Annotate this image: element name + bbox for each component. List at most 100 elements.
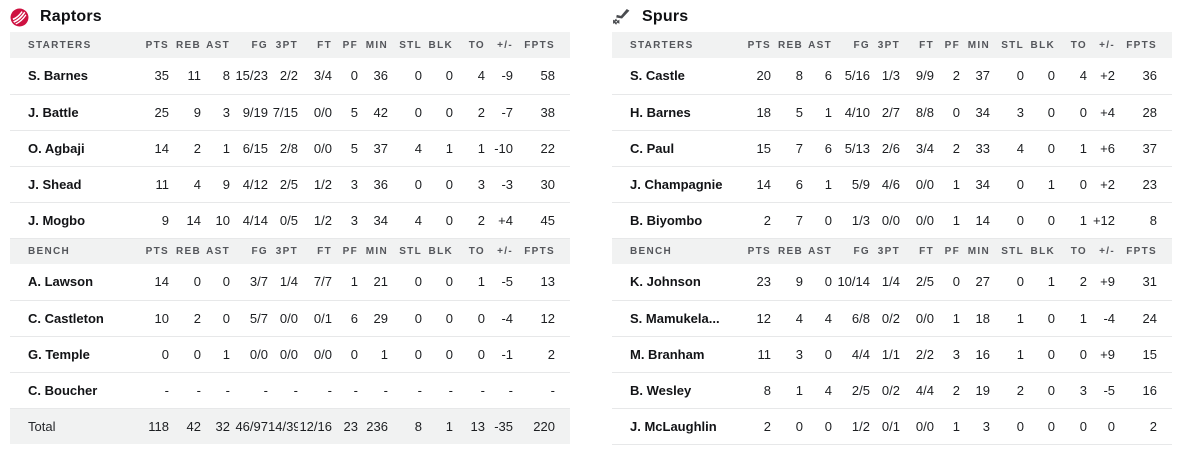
stat-value: 6 bbox=[332, 300, 358, 337]
team-name-raptors[interactable]: Raptors bbox=[40, 8, 102, 25]
column-header-stat: FG bbox=[230, 32, 268, 58]
player-name-link[interactable]: H. Barnes bbox=[612, 94, 737, 131]
stat-value: 9/19 bbox=[230, 94, 268, 131]
stat-value: 0 bbox=[453, 336, 485, 373]
column-header-stat: 3PT bbox=[870, 32, 900, 58]
player-name-link[interactable]: J. Mogbo bbox=[10, 202, 135, 239]
stat-value: -5 bbox=[1087, 372, 1115, 409]
stat-value: 0/0 bbox=[298, 94, 332, 131]
player-name-link[interactable]: J. Battle bbox=[10, 94, 135, 131]
column-header-stat: PF bbox=[332, 32, 358, 58]
player-name-link[interactable]: C. Boucher bbox=[10, 372, 135, 409]
stat-value: 0 bbox=[169, 264, 201, 301]
stat-value: 7 bbox=[771, 202, 803, 239]
stat-value: 0 bbox=[1055, 408, 1087, 445]
stat-value: 10/14 bbox=[832, 264, 870, 301]
stat-value: 4/4 bbox=[900, 372, 934, 409]
stat-value: 8/8 bbox=[900, 94, 934, 131]
stat-value: 2 bbox=[513, 336, 570, 373]
team-name-spurs[interactable]: Spurs bbox=[642, 8, 689, 25]
stat-value: 1/3 bbox=[870, 58, 900, 95]
stat-value: 0 bbox=[422, 300, 453, 337]
column-header-stat: PTS bbox=[737, 32, 771, 58]
stat-value: 7/15 bbox=[268, 94, 298, 131]
column-header-stat: TO bbox=[1055, 238, 1087, 264]
stat-value: 2/8 bbox=[268, 130, 298, 167]
stat-value: 9 bbox=[135, 202, 169, 239]
stat-value: 3 bbox=[771, 336, 803, 373]
stat-value: 0 bbox=[1024, 408, 1055, 445]
player-name-link[interactable]: K. Johnson bbox=[612, 264, 737, 301]
player-name-link[interactable]: M. Branham bbox=[612, 336, 737, 373]
stat-value: 2 bbox=[453, 94, 485, 131]
stat-value: 0 bbox=[388, 300, 422, 337]
stat-value: 0 bbox=[422, 166, 453, 203]
column-header-stat: AST bbox=[201, 32, 230, 58]
player-name-link[interactable]: J. McLaughlin bbox=[612, 408, 737, 445]
player-name-link[interactable]: S. Mamukela... bbox=[612, 300, 737, 337]
stat-value: - bbox=[169, 372, 201, 409]
column-header-stat: TO bbox=[453, 32, 485, 58]
column-header-stat: TO bbox=[453, 238, 485, 264]
stat-value: 0 bbox=[422, 336, 453, 373]
stat-value: 2/5 bbox=[832, 372, 870, 409]
player-name-link[interactable]: B. Wesley bbox=[612, 372, 737, 409]
column-header-row: STARTERS PTS REB AST FG 3PT FT PF MIN STL BLK TO +/-… bbox=[10, 32, 570, 58]
table-row: J. Shead 11 4 9 4/12 2/5 1/2 3 36 0 0 3 -3 30 bbox=[10, 166, 570, 203]
stat-value: 1 bbox=[453, 130, 485, 167]
stat-value: 22 bbox=[513, 130, 570, 167]
stat-value: 0 bbox=[1024, 94, 1055, 131]
stat-value: 3 bbox=[201, 94, 230, 131]
player-name-link[interactable]: S. Barnes bbox=[10, 58, 135, 95]
stat-value: 2/7 bbox=[870, 94, 900, 131]
stat-value: 1 bbox=[934, 300, 960, 337]
stat-value: 42 bbox=[358, 94, 388, 131]
player-name-link[interactable]: B. Biyombo bbox=[612, 202, 737, 239]
player-name-link[interactable]: A. Lawson bbox=[10, 264, 135, 301]
player-name-link[interactable]: G. Temple bbox=[10, 336, 135, 373]
stat-value: - bbox=[513, 372, 570, 409]
player-name-link[interactable]: S. Castle bbox=[612, 58, 737, 95]
player-name-link[interactable]: O. Agbaji bbox=[10, 130, 135, 167]
column-header-stat: BLK bbox=[1024, 238, 1055, 264]
stat-value: 0 bbox=[1024, 202, 1055, 239]
stat-value: 1 bbox=[332, 264, 358, 301]
stat-value: 0 bbox=[934, 264, 960, 301]
stat-value: 1 bbox=[422, 408, 453, 444]
player-name-link[interactable]: J. Champagnie bbox=[612, 166, 737, 203]
stat-value: 2/6 bbox=[870, 130, 900, 167]
stat-value: 10 bbox=[201, 202, 230, 239]
stat-value: 0 bbox=[422, 202, 453, 239]
stat-value: 5/9 bbox=[832, 166, 870, 203]
stat-value: 0/0 bbox=[900, 408, 934, 445]
player-name-link[interactable]: C. Paul bbox=[612, 130, 737, 167]
stat-value: 0 bbox=[1055, 94, 1087, 131]
stat-value: +4 bbox=[485, 202, 513, 239]
stat-value: 6 bbox=[803, 58, 832, 95]
stat-value: 1 bbox=[453, 264, 485, 301]
stat-value: 5 bbox=[332, 130, 358, 167]
column-header-stat: 3PT bbox=[268, 238, 298, 264]
stat-value: 1/2 bbox=[298, 166, 332, 203]
player-name-link[interactable]: C. Castleton bbox=[10, 300, 135, 337]
stat-value: +2 bbox=[1087, 166, 1115, 203]
stat-value: 13 bbox=[513, 264, 570, 301]
stat-value: -1 bbox=[485, 336, 513, 373]
stat-value: 3/4 bbox=[298, 58, 332, 95]
stat-value: +9 bbox=[1087, 336, 1115, 373]
column-header-stat: AST bbox=[201, 238, 230, 264]
stat-value: 3 bbox=[332, 166, 358, 203]
stat-value: 8 bbox=[388, 408, 422, 444]
stat-value: 33 bbox=[960, 130, 990, 167]
column-header-stat: BLK bbox=[422, 238, 453, 264]
player-name-link[interactable]: J. Shead bbox=[10, 166, 135, 203]
stat-value: - bbox=[201, 372, 230, 409]
stat-value: 0 bbox=[422, 264, 453, 301]
column-header-label: STARTERS bbox=[10, 32, 135, 58]
column-header-stat: MIN bbox=[960, 238, 990, 264]
stat-value: +12 bbox=[1087, 202, 1115, 239]
stat-value: 0 bbox=[453, 300, 485, 337]
stat-value: 9 bbox=[771, 264, 803, 301]
column-header-stat: PTS bbox=[135, 238, 169, 264]
stat-value: 0 bbox=[169, 336, 201, 373]
